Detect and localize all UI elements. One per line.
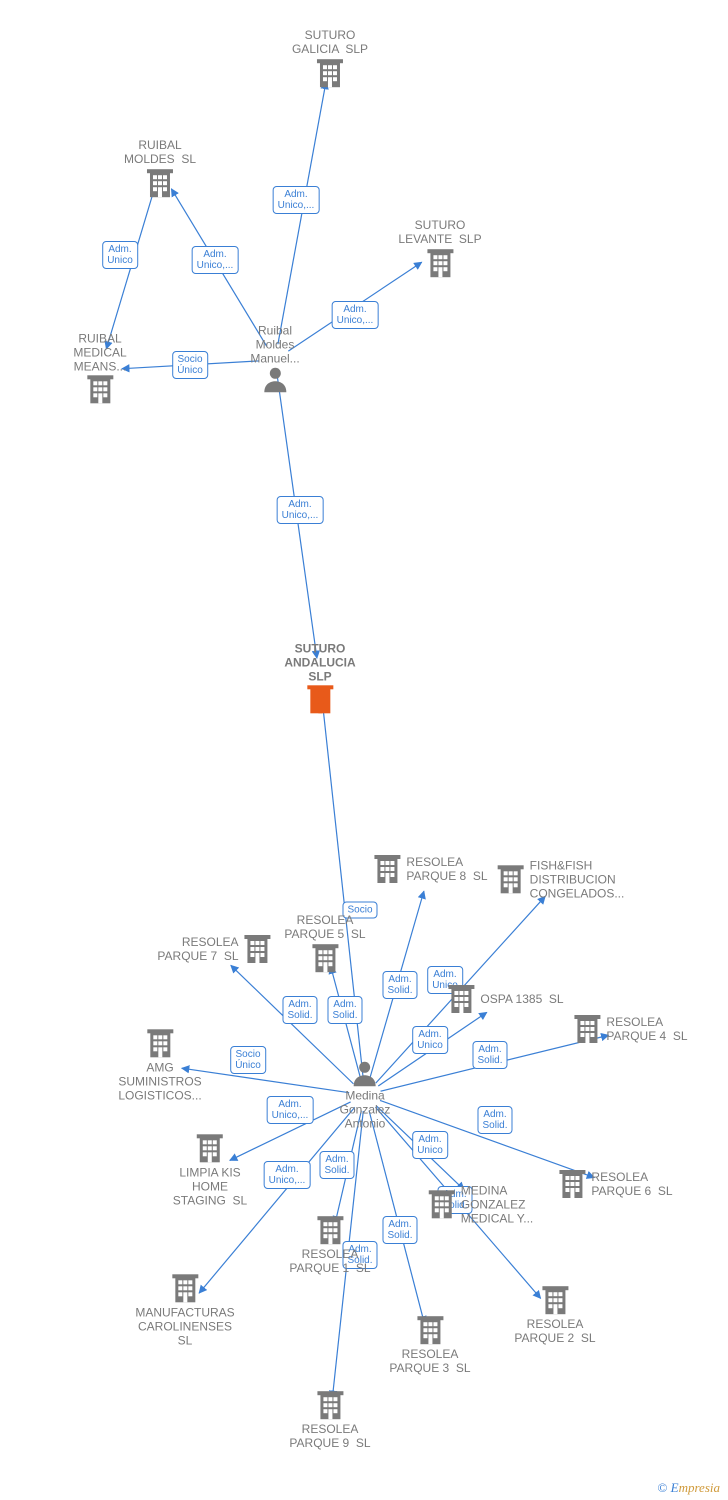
- edge: [122, 361, 259, 369]
- edge: [375, 1107, 540, 1298]
- brand-name: Empresia: [671, 1480, 720, 1495]
- edge: [380, 1100, 594, 1177]
- edge: [377, 1106, 465, 1190]
- edge: [230, 1102, 351, 1160]
- edge: [369, 1110, 424, 1323]
- edge: [378, 1012, 487, 1086]
- edge: [278, 82, 326, 345]
- edge: [376, 896, 545, 1083]
- edge: [288, 262, 421, 351]
- diagram-canvas: [0, 0, 728, 1500]
- edge: [171, 189, 266, 346]
- edge: [199, 1107, 355, 1293]
- edge: [322, 702, 363, 1079]
- edge: [332, 1111, 363, 1398]
- edge: [182, 1068, 349, 1092]
- footer-credit: © Empresia: [658, 1480, 721, 1496]
- edge: [381, 1035, 609, 1091]
- edge: [277, 376, 317, 658]
- edge: [106, 191, 153, 349]
- edge: [331, 966, 361, 1079]
- copyright-symbol: ©: [658, 1480, 668, 1495]
- edge: [369, 891, 423, 1079]
